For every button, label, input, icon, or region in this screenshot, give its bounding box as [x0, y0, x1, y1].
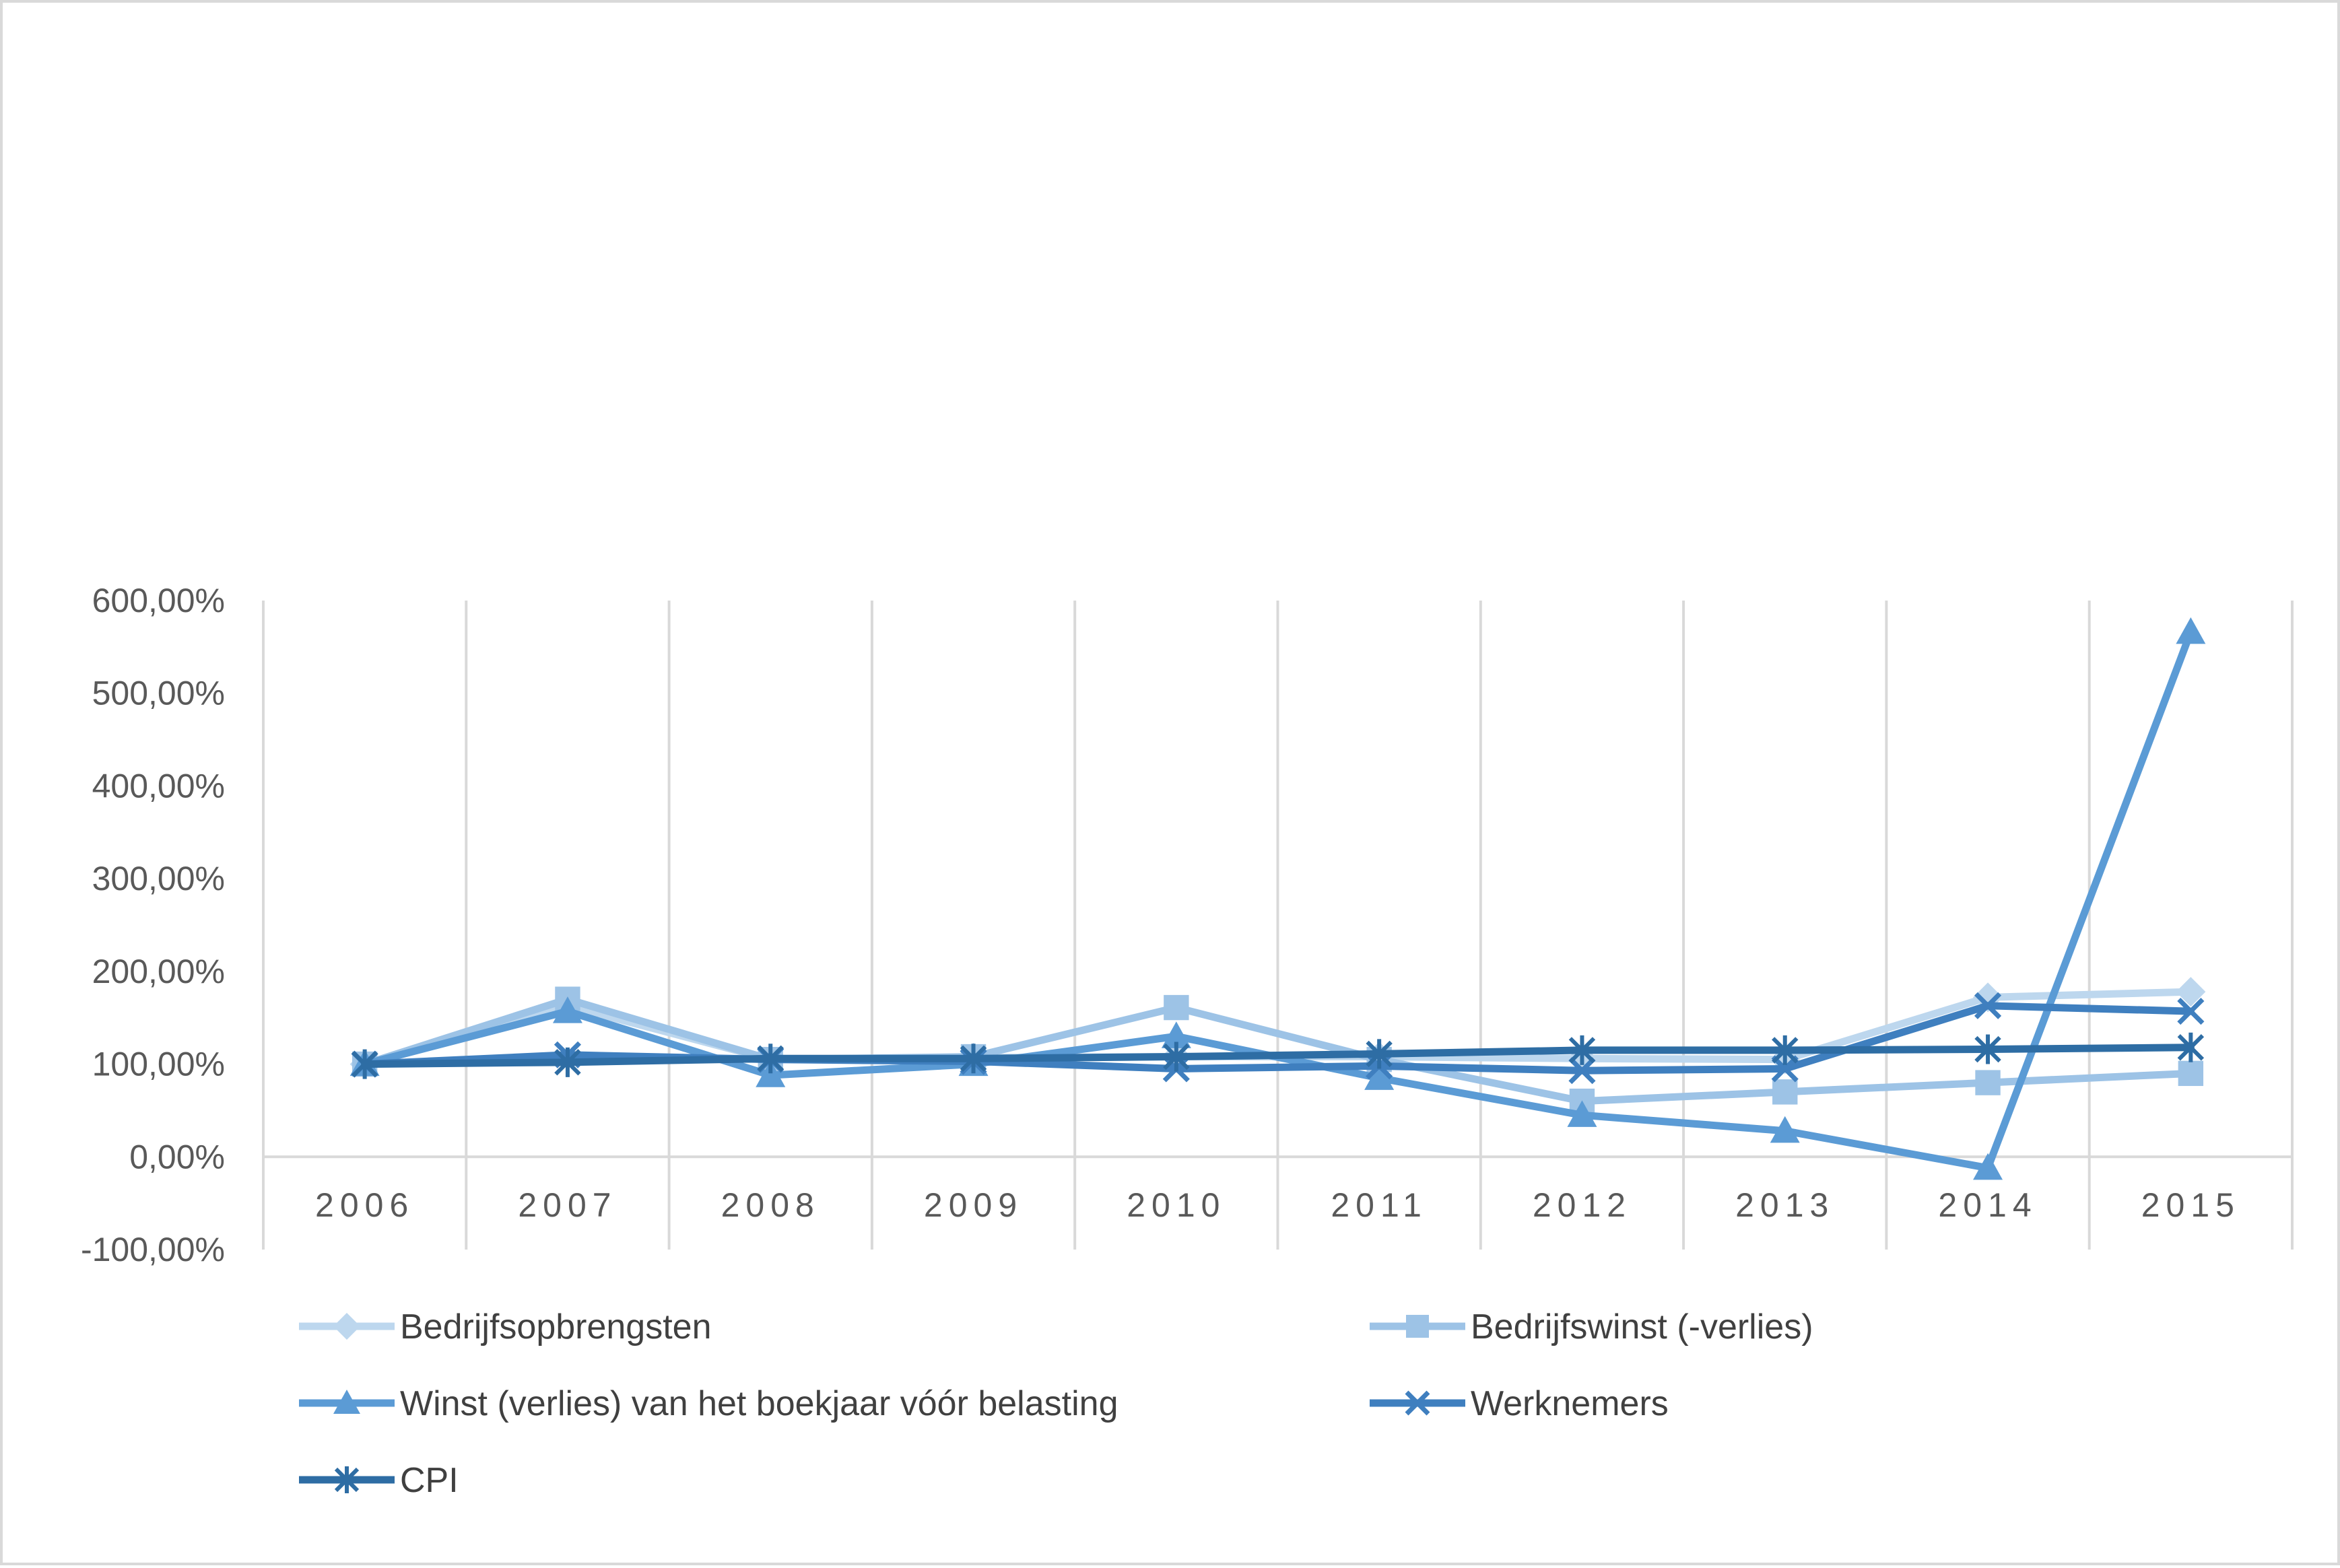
data-point [1770, 1116, 1800, 1143]
data-point [1772, 1035, 1799, 1065]
legend-item: CPI [299, 1461, 459, 1500]
x-tick-label: 2010 [1127, 1186, 1226, 1224]
data-point [1568, 1035, 1596, 1065]
x-tick-label: 2006 [315, 1186, 414, 1224]
legend-label: Werknemers [1471, 1384, 1669, 1423]
y-tick-label: 400,00% [92, 767, 225, 805]
data-point [1974, 1034, 2001, 1064]
legend-item: Werknemers [1370, 1384, 1669, 1423]
y-tick-label: 600,00% [92, 582, 225, 619]
line-chart: -100,00% 0,00% 100,00% 200,00% 300,00% 400,00… [81, 582, 2294, 1500]
legend-label: CPI [400, 1461, 459, 1500]
y-tick-label: 100,00% [92, 1046, 225, 1083]
y-tick-label: 300,00% [92, 860, 225, 897]
data-point [1164, 994, 1189, 1021]
data-point [1366, 1039, 1393, 1069]
series-line [361, 995, 2195, 1105]
x-tick-label: 2009 [924, 1186, 1023, 1224]
y-tick-label: -100,00% [81, 1231, 225, 1268]
data-point [756, 1060, 786, 1087]
data-point [757, 1044, 784, 1074]
series-line [361, 1044, 2195, 1068]
y-tick-label: 500,00% [92, 675, 225, 712]
legend-marker [333, 1313, 360, 1340]
data-point [554, 1047, 581, 1077]
data-point [1163, 1042, 1190, 1072]
data-point [1568, 1057, 1596, 1085]
x-tick-label: 2008 [721, 1186, 820, 1224]
series [349, 617, 2206, 1180]
series-5 [351, 1032, 2205, 1079]
data-point [1161, 1021, 1191, 1048]
data-point [2177, 1032, 2205, 1062]
legend-marker [333, 1390, 360, 1414]
data-point [552, 996, 582, 1023]
data-point [1973, 1153, 2003, 1180]
legend-marker [1406, 1315, 1429, 1338]
legend-label: Winst (verlies) van het boekjaar vóór be… [400, 1384, 1118, 1423]
y-axis-ticks: -100,00% 0,00% 100,00% 200,00% 300,00% 400,00… [81, 582, 225, 1268]
legend-label: Bedrijfsopbrengsten [400, 1307, 712, 1347]
legend-item: Bedrijfswinst (-verlies) [1370, 1307, 1813, 1347]
legend: Bedrijfsopbrengsten Bedrijfswinst (-verli… [299, 1307, 1813, 1500]
x-axis-ticks: 2006 2007 2008 2009 2010 2011 2012 2013 2014 2015 [315, 1186, 2240, 1224]
data-point [2178, 1060, 2204, 1087]
data-point [1974, 992, 2002, 1019]
data-point [2176, 617, 2206, 644]
data-point [1772, 1079, 1798, 1105]
legend-label: Bedrijfswinst (-verlies) [1471, 1307, 1813, 1347]
x-tick-label: 2015 [2141, 1186, 2240, 1224]
data-point [1364, 1063, 1395, 1090]
x-tick-label: 2007 [518, 1186, 617, 1224]
data-point [960, 1044, 987, 1074]
legend-marker [1405, 1390, 1430, 1416]
x-tick-label: 2013 [1735, 1186, 1834, 1224]
x-tick-label: 2014 [1938, 1186, 2037, 1224]
data-point [2177, 997, 2205, 1025]
y-tick-label: 200,00% [92, 953, 225, 990]
legend-item: Bedrijfsopbrengsten [299, 1307, 712, 1347]
data-point [351, 1049, 378, 1079]
data-point [1975, 1070, 2001, 1095]
x-tick-label: 2011 [1331, 1186, 1428, 1224]
grid-lines [262, 601, 2294, 1250]
data-point [1567, 1100, 1597, 1127]
legend-item: Winst (verlies) van het boekjaar vóór be… [299, 1384, 1118, 1423]
y-tick-label: 0,00% [129, 1138, 225, 1175]
legend-marker [334, 1466, 360, 1493]
data-point [2176, 977, 2206, 1007]
x-tick-label: 2012 [1533, 1186, 1632, 1224]
